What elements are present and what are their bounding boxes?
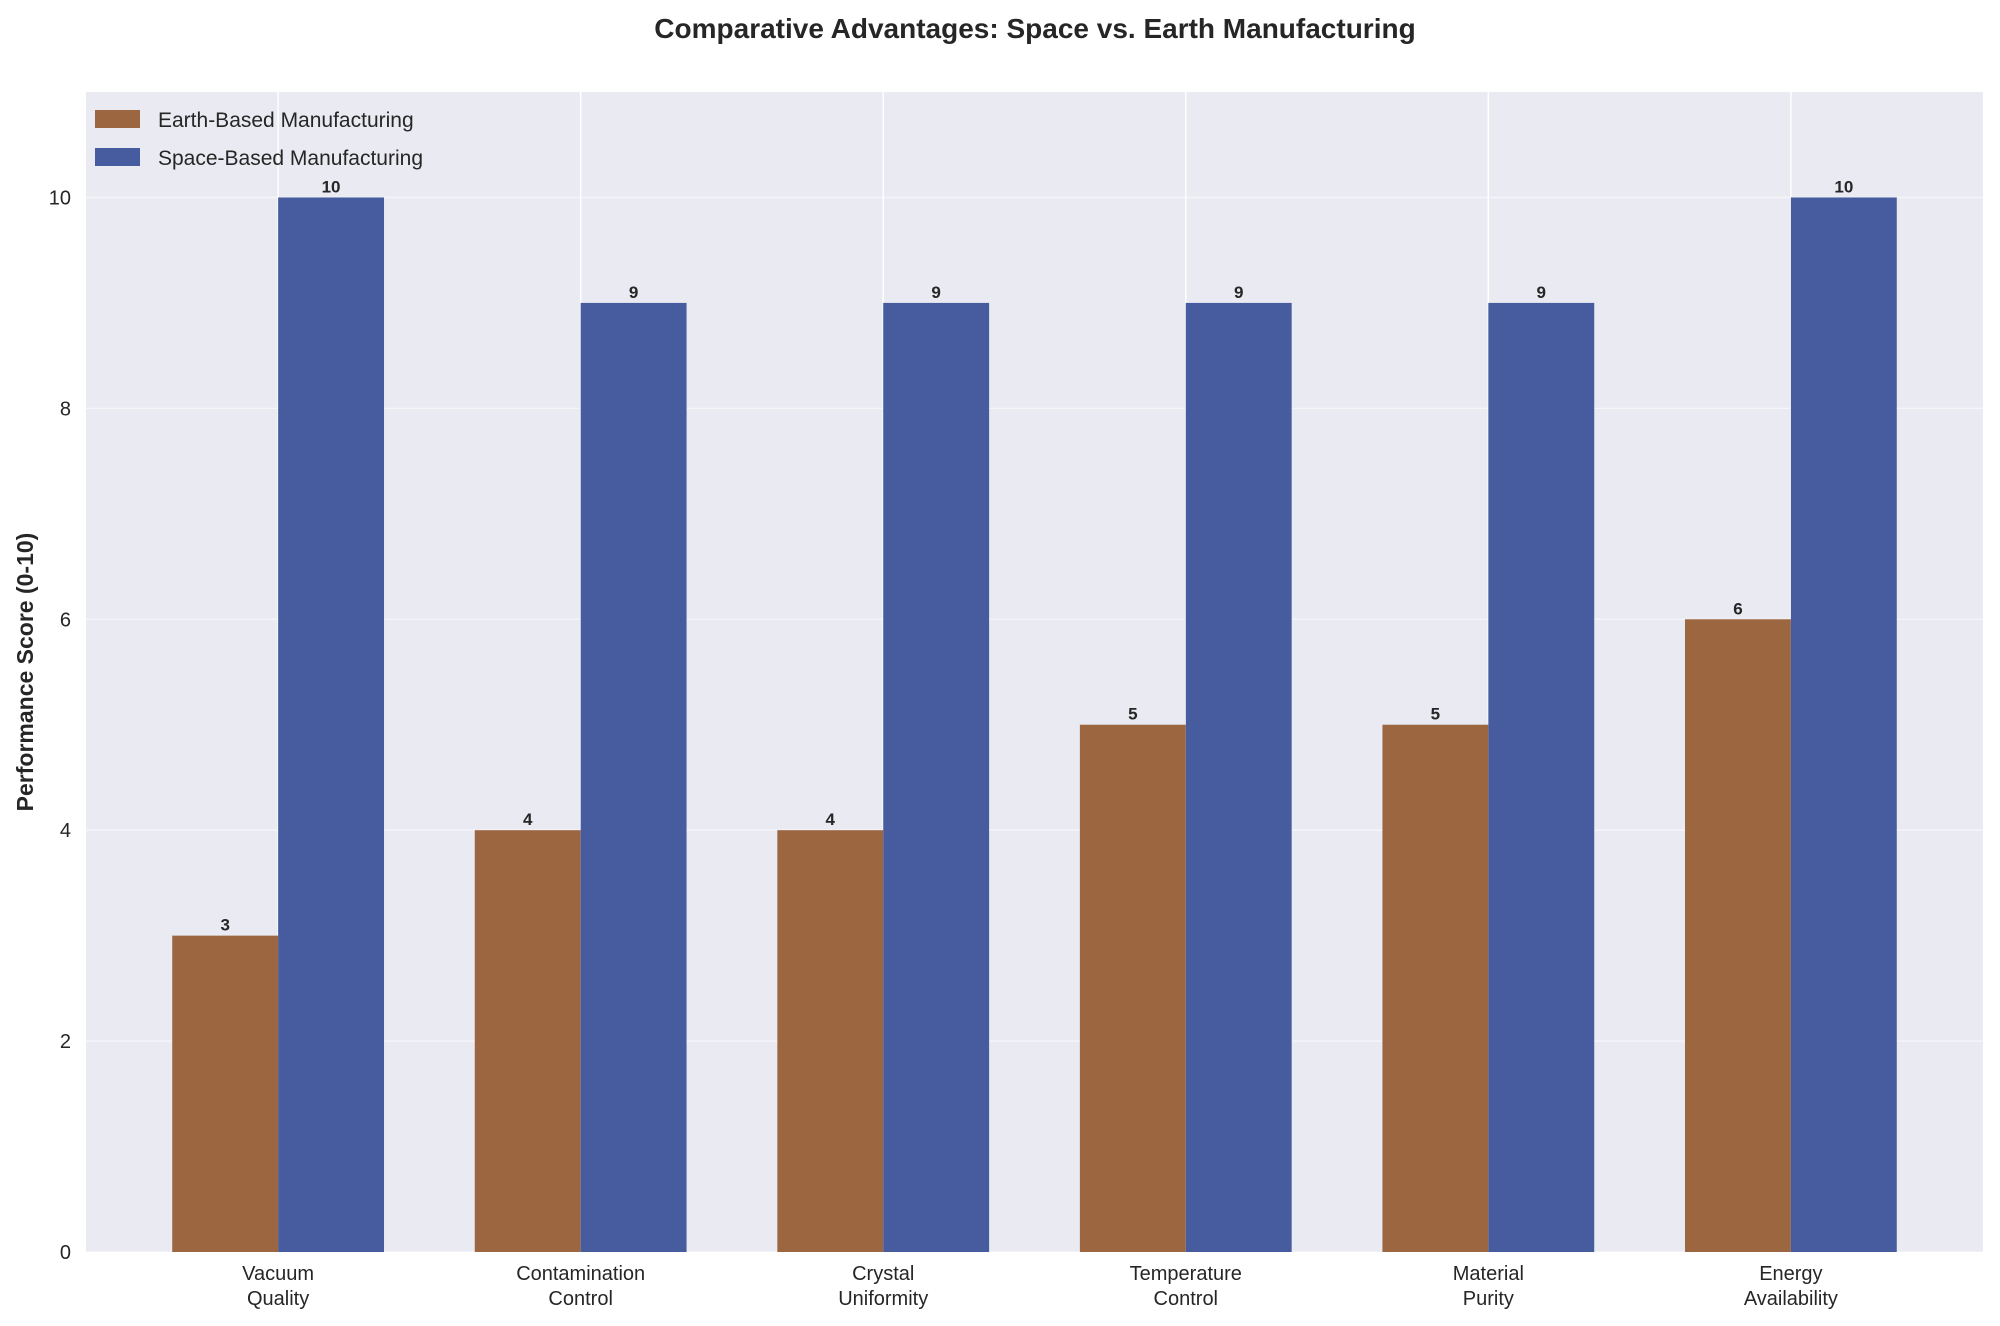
- bar-space: [1185, 302, 1292, 1253]
- legend-label: Earth-Based Manufacturing: [158, 109, 414, 132]
- y-tick-label: 0: [60, 1242, 71, 1264]
- x-tick-label: Material Purity: [1453, 1263, 1524, 1310]
- y-tick-label: 4: [60, 820, 71, 842]
- data-label: 10: [322, 177, 341, 196]
- data-label: 9: [1234, 283, 1243, 302]
- x-tick-label: Temperature Control: [1130, 1263, 1242, 1310]
- bar-earth: [474, 830, 581, 1252]
- legend: Earth-Based Manufacturing Space-Based Man…: [95, 109, 423, 170]
- data-label: 3: [220, 916, 229, 935]
- x-tick-label: Contamination Control: [516, 1263, 645, 1310]
- y-tick-label: 2: [60, 1031, 71, 1053]
- plot-area: [86, 92, 1983, 1252]
- data-label: 5: [1128, 705, 1137, 724]
- x-tick-label: Energy Availability: [1744, 1263, 1838, 1310]
- data-label: 9: [931, 283, 940, 302]
- y-tick-label: 8: [60, 398, 71, 420]
- bar-earth: [172, 935, 279, 1252]
- bars: [172, 197, 1897, 1253]
- data-label: 6: [1733, 599, 1742, 618]
- y-axis-ticks: 0 2 4 6 8 10: [49, 187, 71, 1264]
- legend-label: Space-Based Manufacturing: [158, 147, 423, 170]
- data-label: 4: [523, 810, 533, 829]
- data-label: 10: [1834, 177, 1853, 196]
- data-label: 9: [1537, 283, 1546, 302]
- bar-space: [1790, 197, 1897, 1252]
- bar-earth: [1079, 724, 1186, 1252]
- bar-space: [278, 197, 385, 1252]
- data-labels: 3 4 4 5 5 6 10 9 9 9 9 10: [220, 177, 1853, 934]
- chart-title: Comparative Advantages: Space vs. Earth …: [654, 13, 1415, 44]
- data-label: 9: [629, 283, 638, 302]
- x-tick-label: Vacuum Quality: [242, 1263, 314, 1310]
- bar-earth: [777, 830, 884, 1252]
- y-tick-label: 6: [60, 609, 71, 631]
- data-label: 5: [1431, 705, 1440, 724]
- bar-space: [883, 302, 990, 1253]
- bar-earth: [1684, 619, 1791, 1252]
- y-tick-label: 10: [49, 187, 71, 209]
- bar-space: [1488, 302, 1595, 1253]
- y-axis-label: Performance Score (0-10): [12, 533, 38, 812]
- x-axis-ticks: Vacuum Quality Contamination Control Crystal…: [242, 1263, 1838, 1310]
- bar-earth: [1382, 724, 1489, 1252]
- x-tick-label: Crystal Uniformity: [838, 1263, 928, 1310]
- bar-space: [580, 302, 687, 1253]
- legend-swatch: [95, 148, 140, 166]
- data-label: 4: [826, 810, 836, 829]
- legend-swatch: [95, 110, 140, 128]
